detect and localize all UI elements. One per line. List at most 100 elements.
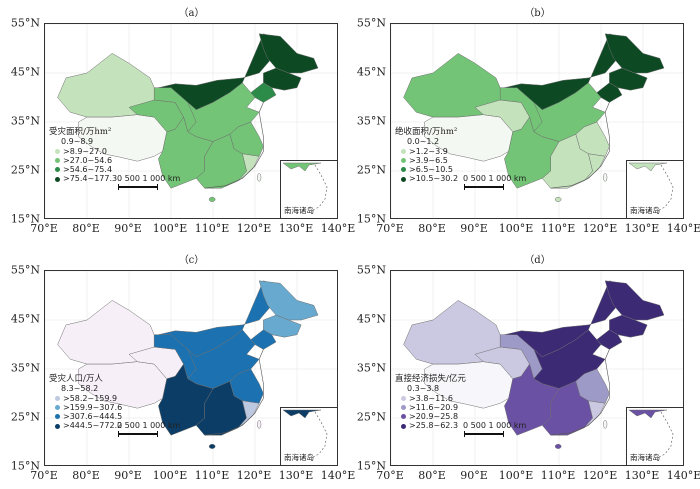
legend-item: >159.9~307.6 [49, 403, 122, 412]
legend-swatch [55, 423, 60, 429]
region-tibet [424, 361, 514, 409]
region-southwest [504, 363, 560, 436]
legend-label: >8.9~27.0 [63, 146, 107, 156]
legend-swatch [55, 176, 60, 182]
x-tick-label: 90°E [460, 469, 488, 482]
legend-label: 8.3~58.2 [61, 384, 99, 394]
x-tick-label: 120°E [582, 222, 618, 235]
nine-dash-line [310, 164, 328, 212]
map-panel-d: （d） 南海诸岛 直接经济损失/亿元 0.3~3.8 >3.8~11.6 >11.6~20… [357, 255, 700, 482]
region-coast [584, 153, 606, 182]
x-tick-label: 130°E [278, 469, 314, 482]
map-frame: 南海诸岛 受灾面积/万hm² 0.9~8.9 >8.9~27.0 >27.0~54.6 >… [44, 23, 338, 219]
region-taiwan [603, 420, 608, 429]
region-coast [238, 400, 260, 429]
legend-label: >20.9~25.8 [409, 412, 459, 422]
region-taiwan [257, 420, 262, 429]
x-tick-label: 100°E [152, 469, 188, 482]
panel-label: （b） [524, 8, 551, 19]
inset-label: 南海诸岛 [630, 453, 660, 462]
legend-label: >444.5~772.2 [63, 421, 123, 431]
legend-title: 绝收面积/万hm² [395, 127, 458, 137]
y-tick-label: 55°N [10, 16, 40, 30]
x-tick-label: 120°E [582, 469, 618, 482]
legend-item: >6.5~10.5 [395, 165, 458, 174]
nine-dash-line [310, 411, 328, 459]
y-tick-label: 55°N [356, 16, 386, 30]
legend-item: >75.4~177.3 [49, 174, 117, 183]
x-tick-label: 80°E [418, 469, 446, 482]
region-tibet [78, 114, 168, 162]
x-tick-label: 130°E [624, 469, 660, 482]
scale-bar [118, 431, 158, 437]
legend-swatch [401, 158, 406, 164]
x-tick-label: 80°E [72, 469, 100, 482]
legend-swatch [55, 395, 60, 401]
legend-label: >54.6~75.4 [63, 165, 113, 175]
south-china-sea-inset: 南海诸岛 [280, 407, 337, 465]
inset-coast [282, 162, 322, 172]
scale-bar [464, 431, 504, 437]
scale-bar [118, 184, 158, 190]
legend-item: >307.6~444.5 [49, 412, 122, 421]
x-tick-label: 100°E [152, 222, 188, 235]
region-southwest [158, 363, 214, 436]
y-tick-label: 45°N [10, 312, 40, 326]
legend-swatch [55, 405, 60, 411]
region-hainan [554, 443, 562, 449]
legend-label: 0.9~8.9 [61, 137, 94, 147]
legend-swatch [55, 167, 60, 173]
y-tick-label: 15°N [356, 212, 386, 226]
legend-item: >27.0~54.6 [49, 156, 117, 165]
x-tick-label: 130°E [624, 222, 660, 235]
south-china-sea-inset: 南海诸岛 [626, 407, 683, 465]
coastline [550, 349, 610, 436]
map-frame: 南海诸岛 绝收面积/万hm² 0.0~1.2 >1.2~3.9 >3.9~6.5 >6.5… [390, 23, 684, 219]
panel-label: （d） [524, 255, 551, 266]
inset-label: 南海诸岛 [284, 453, 314, 462]
nine-dash-line [656, 164, 674, 212]
legend-item: >58.2~159.9 [49, 394, 122, 403]
legend-label: >1.2~3.9 [409, 146, 448, 156]
x-tick-label: 110°E [194, 222, 230, 235]
legend-label: 0.0~1.2 [407, 137, 440, 147]
choropleth-map [45, 24, 337, 218]
legend-label: >11.6~20.9 [409, 402, 459, 412]
inset-label: 南海诸岛 [630, 206, 660, 215]
x-tick-label: 110°E [194, 469, 230, 482]
choropleth-map [391, 271, 683, 465]
nine-dash-line [656, 411, 674, 459]
legend-label: >3.8~11.6 [409, 393, 453, 403]
map-legend: 受灾人口/万人 8.3~58.2 >58.2~159.9 >159.9~307.6 >3… [49, 374, 123, 431]
legend-item: >8.9~27.0 [49, 147, 117, 156]
x-tick-label: 110°E [540, 469, 576, 482]
x-tick-label: 90°E [460, 222, 488, 235]
choropleth-map [45, 271, 337, 465]
scale-bar [464, 184, 504, 190]
y-tick-label: 45°N [356, 65, 386, 79]
legend-item: >54.6~75.4 [49, 165, 117, 174]
x-tick-label: 120°E [236, 222, 272, 235]
map-panel-c: （c） 南海诸岛 受灾人口/万人 8.3~58.2 >58.2~159.9 >159.9~… [11, 255, 355, 482]
legend-item: >1.2~3.9 [395, 147, 458, 156]
legend-swatch [401, 423, 406, 429]
region-heilongjiang [258, 280, 319, 321]
y-tick-label: 25°N [10, 163, 40, 177]
legend-swatch [401, 395, 406, 401]
x-tick-label: 120°E [236, 469, 272, 482]
coastline [204, 349, 264, 436]
panel-label: （c） [178, 255, 205, 266]
legend-label: >75.4~177.3 [63, 174, 118, 184]
coastline [204, 102, 264, 189]
legend-label: >3.9~6.5 [409, 155, 448, 165]
x-tick-label: 140°E [320, 222, 356, 235]
region-coast [238, 153, 260, 182]
legend-item: >3.8~11.6 [395, 394, 466, 403]
x-tick-label: 90°E [114, 222, 142, 235]
coastline [550, 102, 610, 189]
scale-bar-label: 0 500 1 000 km [117, 174, 181, 183]
region-taiwan [603, 173, 608, 182]
map-legend: 直接经济损失/亿元 0.3~3.8 >3.8~11.6 >11.6~20.9 >20.9… [395, 374, 466, 431]
x-tick-label: 70°E [30, 222, 58, 235]
map-panel-b: （b） 南海诸岛 绝收面积/万hm² 0.0~1.2 >1.2~3.9 >3.9~6.5 >… [357, 8, 700, 235]
